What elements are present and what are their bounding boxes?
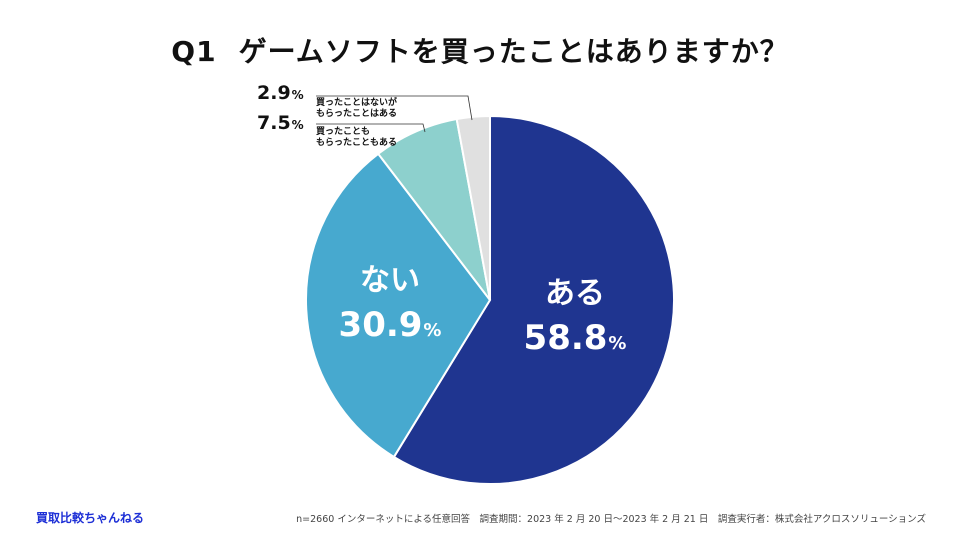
callout-percent-small-slice: 2.9% (257, 82, 304, 104)
callout-percent-mid-slice: 7.5% (257, 112, 304, 134)
chart-title: Q1 ゲームソフトを買ったことはありますか？ (0, 30, 960, 70)
pie-slice-0 (392, 114, 676, 485)
question-text: ゲームソフトを買ったことはありますか？ (238, 35, 789, 68)
survey-footnote: n=2660 インターネットによる任意回答 調査期間：2023 年 2 月 20… (296, 514, 926, 525)
slice-name: ない (360, 263, 420, 298)
slice-name: ある (545, 276, 605, 311)
leader-line-mid-slice (316, 123, 426, 133)
callout-label-mid-slice: 買ったことも もらったこともある (316, 127, 398, 148)
pie-slice-3 (455, 114, 491, 301)
leader-line-small-slice (316, 95, 473, 121)
pie-slice-1 (305, 152, 492, 459)
slice-percent: 30.9% (338, 305, 442, 345)
slice-percent: 58.8% (523, 318, 627, 358)
slice-label-nai: ない 30.9% (320, 255, 460, 345)
question-number: Q1 (171, 35, 217, 68)
callout-label-small-slice: 買ったことはないが もらったことはある (316, 98, 398, 119)
brand-logo-text: 買取比較ちゃんねる (36, 511, 145, 525)
slice-label-aru: ある 58.8% (505, 268, 645, 358)
